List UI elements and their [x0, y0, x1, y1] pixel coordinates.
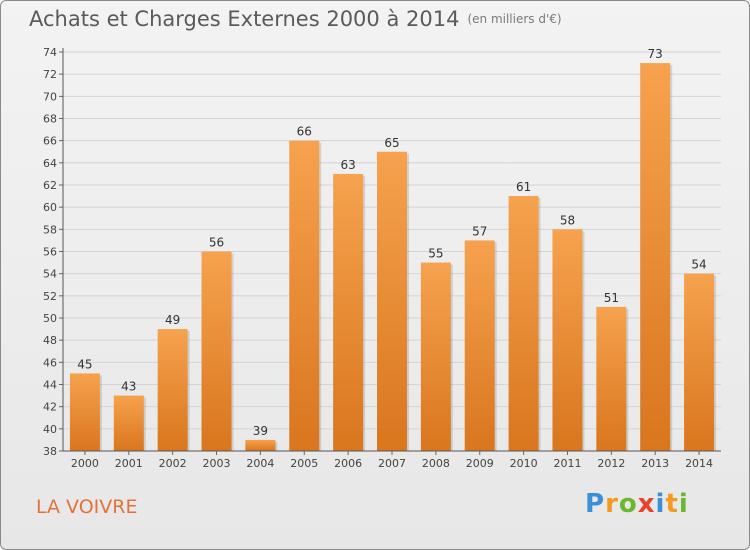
y-tick-label: 38: [43, 445, 57, 458]
bars: 45 43 49 56 39 66 63 65 55 57 61 58 51 73 54: [69, 47, 717, 451]
bar-2000: [69, 373, 100, 451]
x-tick-label: 2007: [378, 457, 406, 470]
y-tick-label: 50: [43, 312, 57, 325]
y-tick-label: 56: [43, 246, 57, 259]
data-label: 57: [472, 224, 487, 238]
bar-2012: [596, 306, 627, 451]
logo-letter: x: [637, 489, 656, 519]
y-tick-label: 70: [43, 90, 57, 103]
bar-2008: [420, 262, 451, 451]
data-label: 61: [516, 180, 531, 194]
y-tick-label: 46: [43, 356, 57, 369]
x-tick-label: 2014: [685, 457, 713, 470]
bar-2005: [289, 140, 320, 451]
data-label: 73: [648, 47, 663, 61]
bar-2011: [552, 229, 583, 451]
data-label: 51: [604, 291, 619, 305]
y-tick-label: 42: [43, 401, 57, 414]
y-tick-label: 48: [43, 334, 57, 347]
chart-title: Achats et Charges Externes 2000 à 2014 (e…: [29, 7, 562, 31]
proxiti-logo: Proxiti: [585, 489, 689, 519]
x-tick-label: 2010: [510, 457, 538, 470]
chart-title-text: Achats et Charges Externes 2000 à 2014: [29, 7, 460, 31]
y-tick-label: 52: [43, 290, 57, 303]
bar-2014: [684, 273, 715, 451]
y-tick-label: 64: [43, 157, 57, 170]
y-tick-label: 74: [43, 46, 57, 59]
chart-subtitle: (en milliers d'€): [467, 12, 562, 26]
logo-letter: i: [655, 489, 666, 519]
logo-letter: i: [678, 489, 689, 519]
y-tick-label: 60: [43, 201, 57, 214]
data-label: 54: [691, 258, 706, 272]
data-label: 39: [253, 424, 268, 438]
logo-letter: o: [618, 489, 638, 519]
bar-2013: [640, 63, 671, 451]
y-tick-label: 54: [43, 268, 57, 281]
x-tick-label: 2006: [334, 457, 362, 470]
x-tick-label: 2005: [290, 457, 318, 470]
y-tick-label: 62: [43, 179, 57, 192]
bar-2010: [508, 196, 539, 451]
bar-2001: [113, 395, 144, 451]
y-tick-label: 44: [43, 379, 57, 392]
data-label: 63: [340, 158, 355, 172]
commune-name: LA VOIVRE: [36, 496, 138, 518]
x-tick-label: 2000: [71, 457, 99, 470]
bar-2006: [333, 173, 364, 451]
data-label: 43: [121, 380, 136, 394]
data-label: 56: [209, 236, 224, 250]
axes: 38 40 42 44 46 48 50 52 54 56 58 60 62 64 66 68 70 72 74 20…: [43, 46, 721, 470]
bar-2007: [377, 151, 407, 451]
x-tick-label: 2002: [159, 457, 187, 470]
data-label: 55: [428, 247, 443, 261]
bar-2004: [245, 439, 276, 451]
x-tick-label: 2008: [422, 457, 450, 470]
logo-letter: t: [665, 489, 679, 519]
data-label: 45: [77, 357, 92, 371]
y-tick-label: 68: [43, 113, 57, 126]
x-tick-label: 2012: [597, 457, 625, 470]
y-tick-label: 66: [43, 135, 57, 148]
x-tick-label: 2011: [553, 457, 581, 470]
x-tick-label: 2009: [466, 457, 494, 470]
y-tick-label: 58: [43, 223, 57, 236]
bar-2003: [201, 251, 232, 451]
y-tick-label: 72: [43, 68, 57, 81]
x-tick-label: 2003: [203, 457, 231, 470]
data-label: 49: [165, 313, 180, 327]
y-tick-label: 40: [43, 423, 57, 436]
data-label: 66: [297, 125, 312, 139]
x-tick-label: 2013: [641, 457, 669, 470]
logo-letter: P: [585, 489, 606, 519]
data-label: 58: [560, 213, 575, 227]
bar-2009: [464, 240, 495, 451]
x-tick-label: 2001: [115, 457, 143, 470]
bar-2002: [157, 329, 188, 451]
logo-letter: r: [605, 489, 619, 519]
x-tick-label: 2004: [246, 457, 274, 470]
data-label: 65: [384, 136, 399, 150]
